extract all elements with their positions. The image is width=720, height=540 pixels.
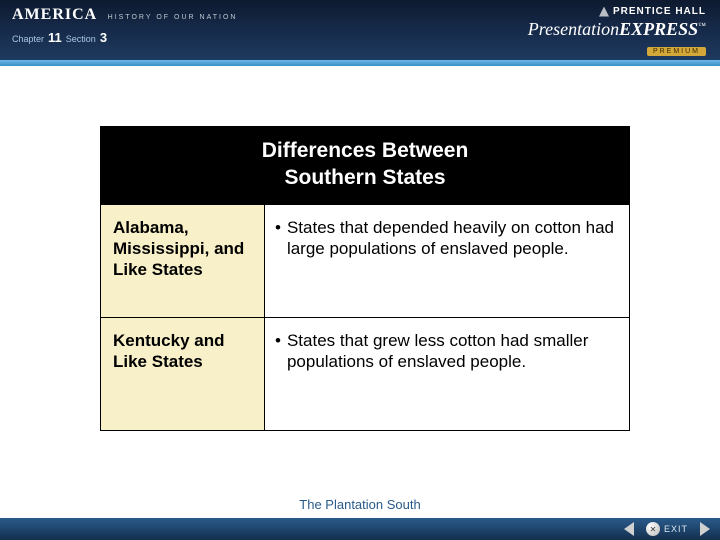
comparison-table: Differences Between Southern States Alab…: [100, 126, 630, 431]
section-label: Section: [66, 34, 96, 44]
prev-button[interactable]: [624, 522, 634, 536]
row-label: Alabama, Mississippi, and Like States: [101, 205, 265, 317]
book-title: AMERICA: [12, 6, 97, 24]
section-number: 3: [100, 30, 107, 45]
header-right: PRENTICE HALL PresentationEXPRESS™ PREMI…: [528, 0, 720, 58]
row-label: Kentucky and Like States: [101, 318, 265, 430]
row-content: • States that grew less cotton had small…: [265, 318, 629, 430]
product-prefix: Presentation: [528, 19, 619, 39]
bottom-nav-bar: ✕ EXIT: [0, 518, 720, 540]
arrow-left-icon: [624, 522, 634, 536]
slide-footer-title: The Plantation South: [0, 497, 720, 512]
chapter-section-line: Chapter 11 Section 3: [12, 30, 528, 45]
premium-badge: PREMIUM: [647, 47, 706, 56]
header-bar: AMERICA HISTORY OF OUR NATION Chapter 11…: [0, 0, 720, 60]
arrow-right-icon: [700, 522, 710, 536]
row-text: States that grew less cotton had smaller…: [287, 330, 615, 418]
trademark: ™: [698, 21, 706, 30]
table-row: Alabama, Mississippi, and Like States • …: [101, 204, 629, 317]
next-button[interactable]: [700, 522, 710, 536]
exit-label: EXIT: [664, 524, 688, 534]
chapter-number: 11: [48, 30, 62, 45]
chapter-label: Chapter: [12, 34, 44, 44]
row-content: • States that depended heavily on cotton…: [265, 205, 629, 317]
exit-button[interactable]: ✕ EXIT: [646, 522, 688, 536]
bullet-icon: •: [275, 330, 281, 418]
publisher-icon: [599, 7, 609, 17]
book-subtitle: HISTORY OF OUR NATION: [108, 14, 238, 21]
publisher-name: PRENTICE HALL: [613, 6, 706, 17]
table-title-line1: Differences Between: [109, 137, 621, 164]
header-left: AMERICA HISTORY OF OUR NATION Chapter 11…: [0, 0, 528, 45]
product-bold: EXPRESS: [619, 19, 698, 39]
product-name: PresentationEXPRESS™: [528, 19, 706, 40]
slide-content: Differences Between Southern States Alab…: [0, 66, 720, 431]
table-row: Kentucky and Like States • States that g…: [101, 317, 629, 430]
exit-icon: ✕: [646, 522, 660, 536]
bullet-icon: •: [275, 217, 281, 305]
table-title: Differences Between Southern States: [101, 127, 629, 204]
row-text: States that depended heavily on cotton h…: [287, 217, 615, 305]
publisher-line: PRENTICE HALL: [528, 6, 706, 17]
table-title-line2: Southern States: [109, 164, 621, 191]
